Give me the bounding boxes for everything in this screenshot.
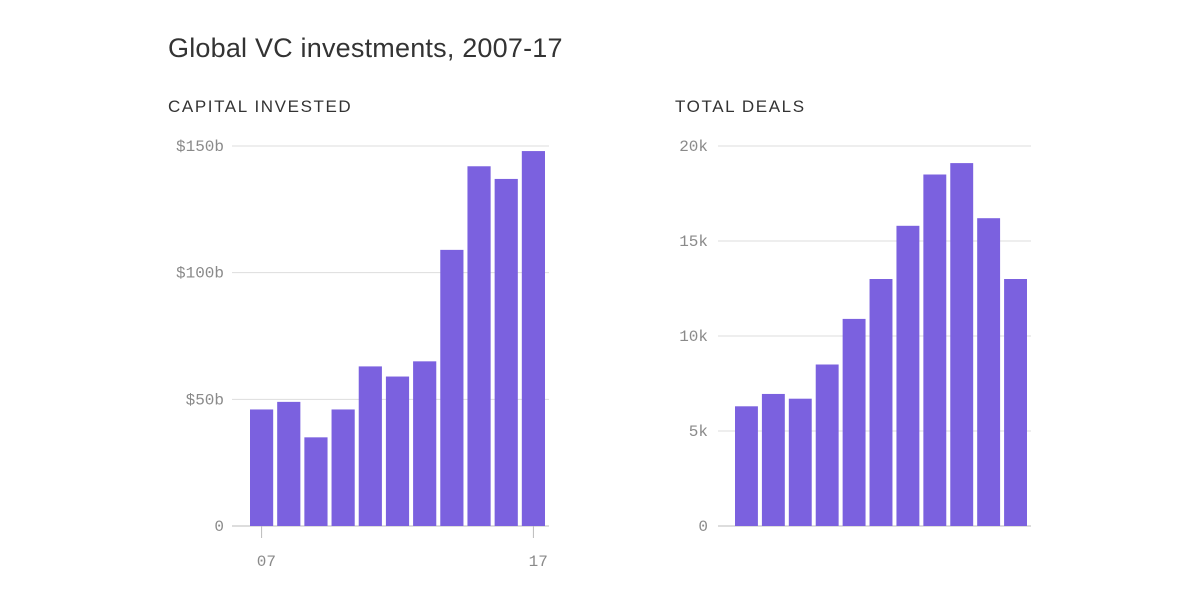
capital-bar-2007 <box>250 409 274 526</box>
capital-bar-2010 <box>331 409 355 526</box>
deals-bar-2012 <box>869 279 893 526</box>
deals-bar-2015 <box>950 163 974 526</box>
capital-invested-title: CAPITAL INVESTED <box>168 97 353 116</box>
capital-bar-2017 <box>521 151 545 527</box>
capital-ytick-label: $50b <box>186 391 224 409</box>
deals-ytick-label: 15k <box>679 233 708 251</box>
deals-ytick-label: 5k <box>689 423 708 441</box>
total-deals-title: TOTAL DEALS <box>675 97 806 116</box>
capital-bar-2008 <box>277 401 301 526</box>
capital-ytick-label: 0 <box>214 518 224 536</box>
capital-ytick-label: $100b <box>176 265 224 283</box>
capital-bar-2014 <box>440 249 464 526</box>
deals-bar-2011 <box>842 318 866 526</box>
capital-bar-2013 <box>413 361 437 526</box>
deals-bar-2008 <box>761 393 785 526</box>
capital-xtick-label: 17 <box>519 553 548 571</box>
capital-bar-2011 <box>358 366 382 526</box>
deals-ytick-label: 20k <box>679 138 708 156</box>
deals-bar-2016 <box>977 218 1001 526</box>
deals-ytick-label: 10k <box>679 328 708 346</box>
deals-ytick-label: 0 <box>698 518 708 536</box>
capital-xtick-label: 07 <box>247 553 276 571</box>
capital-bar-2015 <box>467 166 491 526</box>
capital-bar-2016 <box>494 178 518 526</box>
chart-title: Global VC investments, 2007-17 <box>168 33 563 63</box>
deals-bar-2010 <box>815 364 839 526</box>
capital-bar-2009 <box>304 437 328 526</box>
deals-bar-2007 <box>735 406 758 526</box>
deals-bar-2017 <box>1004 279 1027 526</box>
deals-bar-2009 <box>788 398 812 526</box>
capital-bar-2012 <box>385 376 410 526</box>
capital-ytick-label: $150b <box>176 138 224 156</box>
deals-bar-2014 <box>923 174 947 526</box>
deals-bar-2013 <box>896 225 920 527</box>
